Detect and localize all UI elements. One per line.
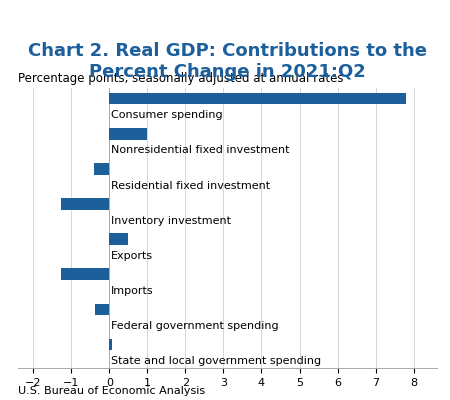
Title: Chart 2. Real GDP: Contributions to the
Percent Change in 2021:Q2: Chart 2. Real GDP: Contributions to the … xyxy=(28,42,427,81)
Text: Imports: Imports xyxy=(111,286,154,296)
Bar xyxy=(61,198,109,210)
Text: Residential fixed investment: Residential fixed investment xyxy=(111,180,270,190)
Text: Federal government spending: Federal government spending xyxy=(111,321,279,331)
Bar xyxy=(109,128,147,140)
Text: State and local government spending: State and local government spending xyxy=(111,356,321,366)
Text: Consumer spending: Consumer spending xyxy=(111,110,223,120)
Text: U.S. Bureau of Economic Analysis: U.S. Bureau of Economic Analysis xyxy=(18,386,205,396)
Bar xyxy=(109,233,128,245)
Bar xyxy=(61,268,109,280)
Bar xyxy=(109,93,406,104)
Bar xyxy=(109,339,112,350)
Text: Nonresidential fixed investment: Nonresidential fixed investment xyxy=(111,146,290,156)
Text: Inventory investment: Inventory investment xyxy=(111,216,231,226)
Bar xyxy=(95,304,109,315)
Text: Exports: Exports xyxy=(111,251,153,261)
Bar xyxy=(94,163,109,175)
Text: Percentage points, seasonally adjusted at annual rates: Percentage points, seasonally adjusted a… xyxy=(18,72,343,85)
